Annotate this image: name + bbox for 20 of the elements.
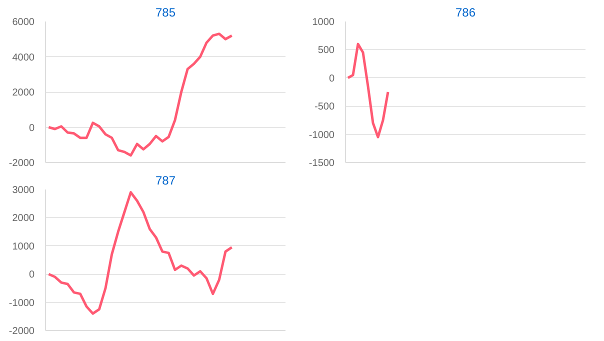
y-tick-label: 4000 — [12, 52, 35, 64]
y-tick-label: -500 — [314, 102, 335, 113]
y-tick-label: 2000 — [12, 88, 35, 98]
y-tick-label: -2000 — [8, 326, 35, 337]
chart-title: 785 — [155, 6, 176, 20]
y-tick-label: 500 — [318, 45, 335, 56]
y-tick-label: 0 — [28, 122, 35, 134]
y-tick-label: 1000 — [12, 241, 35, 252]
y-tick-label: 0 — [28, 270, 35, 281]
y-tick-label: -1000 — [8, 298, 35, 309]
y-tick-label: 6000 — [12, 17, 35, 28]
y-tick-label: -1500 — [308, 158, 335, 169]
y-tick-label: 0 — [328, 73, 335, 84]
y-tick-label: -2000 — [8, 158, 35, 169]
y-tick-label: 2000 — [12, 213, 35, 224]
y-tick-label: 3000 — [12, 185, 35, 196]
y-tick-label: -1000 — [308, 130, 335, 141]
chart-title: 787 — [155, 174, 176, 188]
y-tick-label: 1000 — [312, 17, 335, 28]
chart-title: 786 — [455, 6, 476, 20]
